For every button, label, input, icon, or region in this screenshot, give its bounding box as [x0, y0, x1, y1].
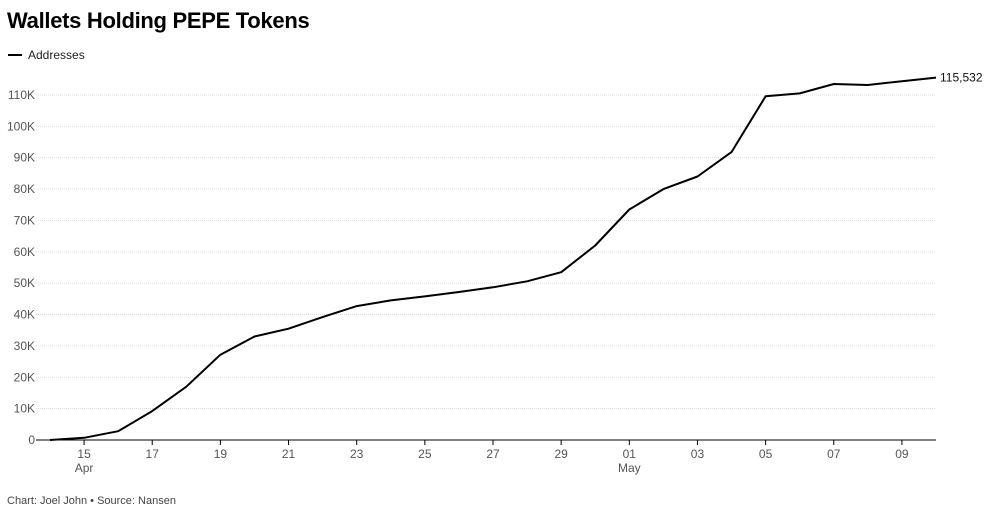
y-tick-label: 40K — [14, 308, 35, 322]
legend-label: Addresses — [28, 48, 85, 62]
x-tick-label: 25 — [418, 447, 432, 461]
x-tick-label: 03 — [691, 447, 705, 461]
data-point — [833, 83, 835, 85]
chart-title: Wallets Holding PEPE Tokens — [7, 8, 310, 33]
data-point — [390, 299, 392, 301]
data-point — [185, 386, 187, 388]
legend-line-swatch — [8, 54, 22, 56]
gridlines — [36, 94, 936, 441]
data-point — [83, 437, 85, 439]
data-point — [594, 245, 596, 247]
y-tick-label: 60K — [14, 245, 35, 259]
data-point — [867, 84, 869, 86]
data-point — [901, 80, 903, 82]
x-tick-label: 07 — [827, 447, 841, 461]
chart-source-credit: Chart: Joel John • Source: Nansen — [7, 495, 176, 507]
series-line-addresses — [49, 76, 937, 441]
data-point — [219, 354, 221, 356]
data-point — [151, 410, 153, 412]
end-value-label: 115,532 — [940, 71, 983, 85]
y-tick-label: 50K — [14, 276, 35, 290]
data-point — [117, 430, 119, 432]
data-point — [628, 208, 630, 210]
y-tick-label: 110K — [8, 88, 35, 102]
data-point — [765, 95, 767, 97]
x-tick-label: 17 — [146, 447, 160, 461]
data-point — [731, 151, 733, 153]
data-point — [424, 295, 426, 297]
x-tick-label: 01 — [623, 447, 637, 461]
chart-legend: Addresses — [8, 48, 85, 62]
x-tick-label: 29 — [554, 447, 568, 461]
y-tick-label: 20K — [14, 370, 35, 384]
data-point — [356, 305, 358, 307]
x-tick-label: 19 — [214, 447, 228, 461]
y-tick-label: 80K — [14, 182, 35, 196]
y-tick-label: 70K — [14, 213, 35, 227]
x-tick-label: 27 — [486, 447, 500, 461]
data-point — [492, 286, 494, 288]
y-tick-label: 0 — [28, 433, 35, 447]
data-point — [662, 188, 664, 190]
x-tick-label: 15 — [77, 447, 91, 461]
y-tick-label: 30K — [14, 339, 35, 353]
x-tick-label: 05 — [759, 447, 773, 461]
x-tick-label: 09 — [895, 447, 909, 461]
data-point — [935, 77, 937, 79]
data-point — [49, 439, 51, 441]
data-point — [560, 271, 562, 273]
x-tick-month-label: May — [618, 461, 641, 475]
y-tick-label: 100K — [7, 119, 35, 133]
data-point — [322, 316, 324, 318]
data-point — [799, 92, 801, 94]
data-point — [253, 336, 255, 338]
data-point — [526, 280, 528, 282]
series-layer: 115,532 — [49, 71, 983, 441]
x-tick-label: 23 — [350, 447, 364, 461]
x-tick-month-label: Apr — [75, 461, 94, 475]
y-tick-label: 90K — [14, 151, 35, 165]
data-point — [458, 291, 460, 293]
x-tick-label: 21 — [282, 447, 296, 461]
y-axis-ticks: 0 10K 20K 30K 40K 50K 60K 70K 80K 90K 100K 110K — [7, 88, 35, 447]
data-point — [288, 328, 290, 330]
y-tick-label: 10K — [14, 402, 35, 416]
data-point — [696, 176, 698, 178]
